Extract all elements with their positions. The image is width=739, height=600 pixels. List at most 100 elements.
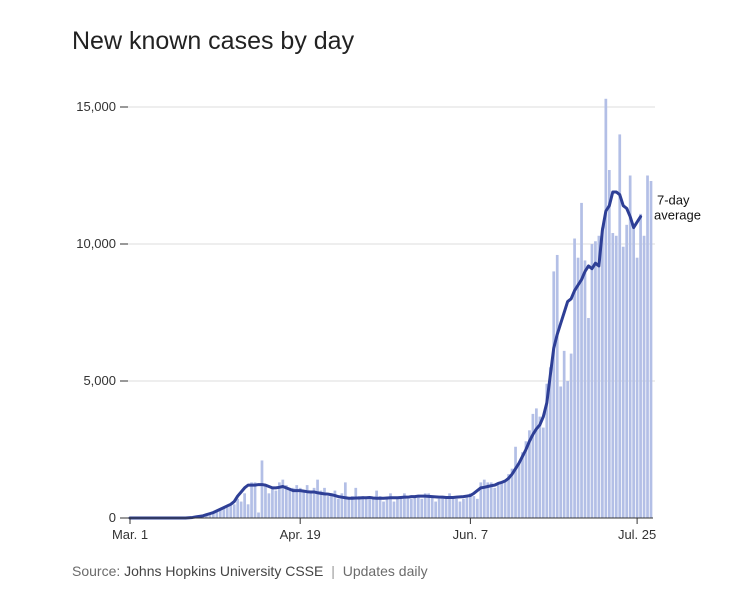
daily-bar [250,482,253,518]
daily-bar [462,498,465,518]
daily-bar [357,496,361,518]
daily-bar [284,485,288,518]
update-note: Updates daily [342,563,428,579]
daily-bar [274,490,278,518]
daily-bar [618,134,622,518]
daily-bar [347,498,351,518]
daily-bar [559,386,563,518]
daily-bar [257,512,260,518]
source-label: Source: [72,563,121,579]
daily-bar [646,175,649,518]
daily-bar [430,496,434,518]
daily-bar [458,501,462,518]
daily-bar [465,496,469,518]
daily-bar [208,513,212,518]
daily-bar [642,235,646,518]
daily-bar [434,501,438,518]
daily-bar [337,498,340,518]
daily-bar [305,485,309,518]
daily-bar [500,482,503,518]
daily-bar [319,490,323,518]
daily-bar [416,496,420,518]
daily-bar [291,487,295,518]
daily-bar [469,493,472,518]
source-separator: | [331,563,335,579]
daily-bar [312,487,316,518]
daily-bar [378,496,382,518]
daily-bar [260,460,264,518]
x-tick-label: Jul. 25 [618,527,656,542]
daily-bar [267,493,271,518]
daily-bar [482,479,486,518]
daily-bar [423,493,427,518]
daily-bar [507,474,510,518]
daily-bar [288,487,292,518]
x-tick-label: Apr. 19 [280,527,321,542]
daily-bar [552,271,556,518]
x-tick-label: Jun. 7 [453,527,488,542]
daily-bar [333,490,337,518]
y-tick-label: 10,000 [76,236,116,251]
x-tick-label: Mar. 1 [112,527,148,542]
daily-bar [399,496,403,518]
daily-bar [580,202,583,518]
daily-bar [392,501,396,518]
daily-bar [444,498,448,518]
daily-bar [510,468,514,518]
daily-bar [475,498,479,518]
daily-bar [396,498,399,518]
daily-bar [601,227,604,518]
daily-bar [295,485,299,518]
daily-bar [455,498,458,518]
daily-bar [354,487,358,518]
daily-bar [330,493,333,518]
daily-bar [531,413,535,518]
source-note: Source: Johns Hopkins University CSSE | … [72,563,428,579]
y-tick-label: 15,000 [76,99,116,114]
daily-bar [472,496,476,518]
daily-bar [236,498,240,518]
daily-bar [225,507,229,518]
daily-bar [517,463,521,518]
daily-bar [246,504,250,518]
average-label-line1: 7-day [657,193,690,208]
daily-bar [350,496,354,518]
daily-bar [218,509,222,518]
daily-bar [639,213,642,519]
daily-bar [239,501,243,518]
daily-bar [514,446,517,518]
daily-bar [535,408,538,518]
daily-bar [628,175,632,518]
daily-bar [611,233,615,519]
daily-bar [389,493,392,518]
daily-bar [604,98,608,518]
daily-bar [406,498,410,518]
daily-bar [323,487,326,518]
daily-bar [573,238,576,518]
daily-bar [302,490,306,518]
daily-bar [621,246,625,519]
daily-bar [448,493,451,518]
daily-bar [649,180,653,519]
y-tick-label: 5,000 [83,373,116,388]
daily-bar [625,224,629,518]
daily-bar [375,490,378,518]
daily-bar [576,257,580,518]
daily-bar [541,427,545,518]
daily-bar [253,482,257,518]
daily-bar [368,498,372,518]
daily-cases-bars [187,98,653,519]
daily-bar [632,227,635,518]
daily-bar [587,317,590,518]
daily-bar [566,381,569,518]
daily-bar [545,383,549,518]
daily-bar [569,353,573,518]
daily-bar [271,487,274,518]
daily-bar [583,260,587,518]
daily-bar [635,257,639,518]
daily-bar [413,496,417,518]
daily-bar [555,254,559,518]
daily-bar [326,496,330,518]
daily-bar [309,493,312,518]
